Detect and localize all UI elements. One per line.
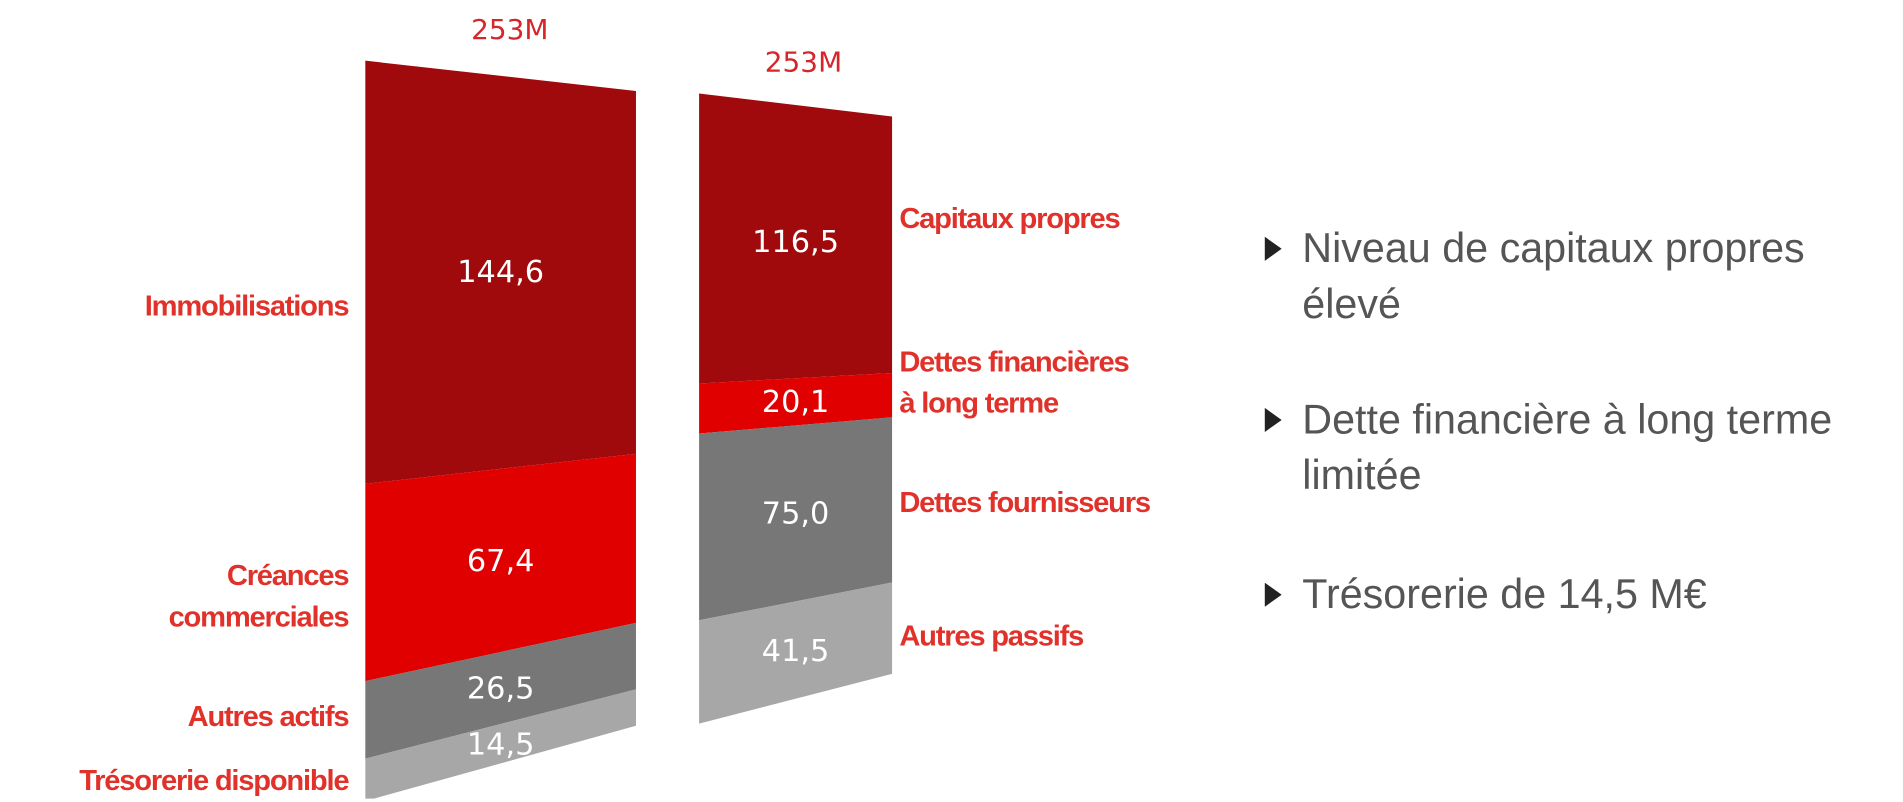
segment — [699, 417, 893, 621]
segment — [365, 453, 636, 682]
column-total: 253M — [471, 14, 549, 47]
bullet-text: Niveau de capitaux propres élevé — [1302, 225, 1805, 328]
bullet-marker — [1264, 407, 1282, 433]
segment-name: Trésorerie disponible — [79, 764, 349, 798]
bullet-item: Dette financière à long terme limitée — [1264, 392, 1903, 504]
segment-name: Autres actifs — [187, 700, 350, 734]
bullet-text: Dette financière à long terme limitée — [1302, 396, 1833, 499]
segment-name: Capitaux propres — [899, 202, 1120, 236]
segment-name: Dettes financières à long terme — [899, 345, 1129, 420]
value-label: 144,6 — [457, 254, 545, 290]
segment — [365, 60, 636, 484]
value-label: 14,5 — [466, 726, 535, 762]
bullet-item: Niveau de capitaux propres élevé — [1264, 221, 1903, 333]
column-total: 253M — [764, 47, 843, 79]
value-label: 75,0 — [761, 495, 830, 531]
value-label: 41,5 — [761, 632, 830, 668]
segment — [365, 689, 636, 799]
segment-name: Immobilisations — [144, 290, 350, 323]
bullet-text: Trésorerie de 14,5 M€ — [1302, 571, 1707, 618]
segment — [365, 622, 636, 759]
segment — [699, 93, 893, 384]
value-label: 26,5 — [466, 670, 535, 706]
segment — [699, 373, 893, 434]
segment — [699, 582, 893, 724]
segment-name: Créances commerciales — [168, 559, 350, 634]
segment-name: Dettes fournisseurs — [899, 486, 1151, 520]
bullet-marker — [1264, 236, 1282, 261]
segment-name: Autres passifs — [899, 620, 1084, 653]
value-label: 20,1 — [761, 384, 830, 420]
bullet-marker — [1264, 582, 1282, 607]
bullet-item: Trésorerie de 14,5 M€ — [1264, 567, 1903, 623]
value-label: 116,5 — [752, 224, 840, 260]
value-label: 67,4 — [466, 542, 535, 579]
